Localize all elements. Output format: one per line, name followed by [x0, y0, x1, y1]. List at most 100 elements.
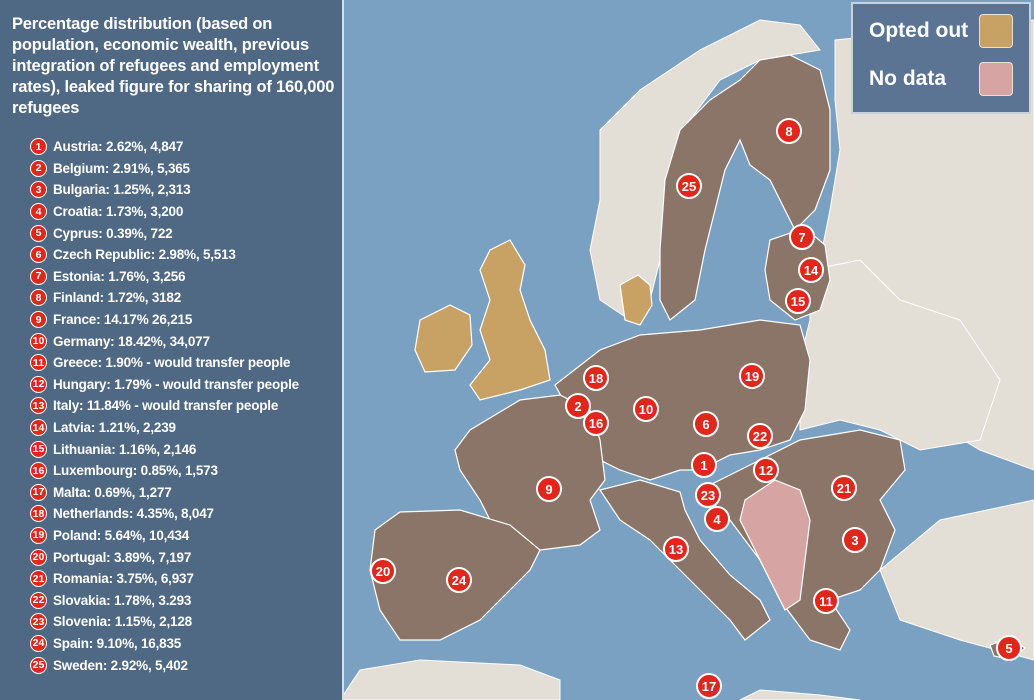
legend-no-data: No data [869, 62, 1013, 96]
country-stat: Netherlands: 4.35%, 8,047 [53, 506, 214, 522]
list-item: 6 Czech Republic: 2.98%, 5,513 [12, 244, 332, 266]
map-marker: 1 [691, 452, 717, 478]
legend-opted-out-swatch [979, 14, 1013, 48]
list-item: 16 Luxembourg: 0.85%, 1,573 [12, 460, 332, 482]
map-marker: 11 [813, 588, 839, 614]
number-badge: 7 [30, 267, 47, 285]
list-item: 18 Netherlands: 4.35%, 8,047 [12, 503, 332, 525]
country-stat: Belgium: 2.91%, 5,365 [53, 160, 190, 176]
legend-no-data-swatch [979, 62, 1013, 96]
country-stat: Sweden: 2.92%, 5,402 [53, 657, 188, 673]
country-stat: Spain: 9.10%, 16,835 [53, 635, 182, 651]
map-marker: 22 [747, 423, 773, 449]
country-stat: Czech Republic: 2.98%, 5,513 [53, 247, 236, 263]
country-stat: Slovenia: 1.15%, 2,128 [53, 614, 192, 630]
number-badge: 10 [30, 332, 47, 350]
number-badge: 12 [30, 375, 47, 393]
list-item: 22 Slovakia: 1.78%, 3.293 [12, 589, 332, 611]
map-marker: 13 [663, 536, 689, 562]
number-badge: 5 [30, 224, 47, 242]
map-marker: 16 [583, 410, 609, 436]
list-item: 4 Croatia: 1.73%, 3,200 [12, 201, 332, 223]
number-badge: 3 [30, 181, 47, 199]
list-item: 21 Romania: 3.75%, 6,937 [12, 568, 332, 590]
map-marker: 4 [704, 506, 730, 532]
number-badge: 25 [30, 656, 47, 674]
country-stat: Austria: 2.62%, 4,847 [53, 139, 184, 155]
map-marker: 7 [789, 224, 815, 250]
number-badge: 19 [30, 526, 47, 544]
number-badge: 1 [30, 138, 47, 156]
non-eu-land [339, 19, 1034, 700]
list-item: 10 Germany: 18.42%, 34,077 [12, 330, 332, 352]
ireland [414, 304, 473, 373]
number-badge: 2 [30, 159, 47, 177]
number-badge: 13 [30, 397, 47, 415]
north-africa-east [739, 689, 861, 700]
map-marker: 21 [831, 475, 857, 501]
number-badge: 17 [30, 483, 47, 501]
country-stat: Croatia: 1.73%, 3,200 [53, 204, 184, 220]
list-item: 7 Estonia: 1.76%, 3,256 [12, 266, 332, 288]
opted-out [414, 239, 653, 401]
map-marker: 6 [693, 411, 719, 437]
number-badge: 23 [30, 613, 47, 631]
map-marker: 23 [695, 482, 721, 508]
country-list: 1 Austria: 2.62%, 4,847 2 Belgium: 2.91%, 5… [12, 136, 332, 676]
country-stat: Latvia: 1.21%, 2,239 [53, 420, 176, 436]
central-europe [554, 319, 811, 481]
map-marker: 19 [739, 363, 765, 389]
country-stat: Malta: 0.69%, 1,277 [53, 484, 172, 500]
map-marker: 14 [798, 257, 824, 283]
list-item: 5 Cyprus: 0.39%, 722 [12, 222, 332, 244]
number-badge: 20 [30, 548, 47, 566]
list-item: 2 Belgium: 2.91%, 5,365 [12, 158, 332, 180]
list-item: 9 France: 14.17% 26,215 [12, 309, 332, 331]
legend-opted-out-label: Opted out [869, 19, 969, 42]
country-stat: Lithuania: 1.16%, 2,146 [53, 441, 197, 457]
number-badge: 4 [30, 203, 47, 221]
list-item: 11 Greece: 1.90% - would transfer people [12, 352, 332, 374]
italy [599, 479, 771, 641]
number-badge: 22 [30, 591, 47, 609]
denmark [619, 274, 653, 326]
map-marker: 25 [676, 173, 702, 199]
number-badge: 15 [30, 440, 47, 458]
legend: Opted out No data [851, 2, 1031, 114]
western-balkans-no-data [739, 479, 811, 611]
list-item: 13 Italy: 11.84% - would transfer people [12, 395, 332, 417]
number-badge: 6 [30, 246, 47, 264]
number-badge: 21 [30, 570, 47, 588]
list-item: 8 Finland: 1.72%, 3182 [12, 287, 332, 309]
map-marker: 10 [633, 396, 659, 422]
panel-title: Percentage distribution (based on popula… [12, 15, 335, 117]
country-stat: Poland: 5.64%, 10,434 [53, 527, 190, 543]
country-stat: Hungary: 1.79% - would transfer people [53, 376, 299, 392]
number-badge: 24 [30, 634, 47, 652]
number-badge: 8 [30, 289, 47, 307]
map-marker: 8 [776, 118, 802, 144]
country-stat: Greece: 1.90% - would transfer people [53, 355, 291, 371]
list-item: 25 Sweden: 2.92%, 5,402 [12, 654, 332, 676]
map-marker: 9 [536, 476, 562, 502]
map-marker: 12 [753, 457, 779, 483]
number-badge: 11 [30, 354, 47, 372]
legend-opted-out: Opted out [869, 14, 1013, 48]
number-badge: 9 [30, 311, 47, 329]
list-item: 15 Lithuania: 1.16%, 2,146 [12, 438, 332, 460]
map-marker: 24 [446, 567, 472, 593]
info-panel: Percentage distribution (based on popula… [0, 0, 344, 700]
list-item: 19 Poland: 5.64%, 10,434 [12, 525, 332, 547]
country-stat: Finland: 1.72%, 3182 [53, 290, 182, 306]
map-marker: 15 [785, 288, 811, 314]
list-item: 1 Austria: 2.62%, 4,847 [12, 136, 332, 158]
country-stat: Estonia: 1.76%, 3,256 [53, 268, 186, 284]
legend-no-data-label: No data [869, 67, 947, 90]
country-stat: Portugal: 3.89%, 7,197 [53, 549, 192, 565]
country-stat: Italy: 11.84% - would transfer people [53, 398, 279, 414]
list-item: 12 Hungary: 1.79% - would transfer people [12, 374, 332, 396]
map-marker: 17 [696, 673, 722, 699]
list-item: 20 Portugal: 3.89%, 7,197 [12, 546, 332, 568]
